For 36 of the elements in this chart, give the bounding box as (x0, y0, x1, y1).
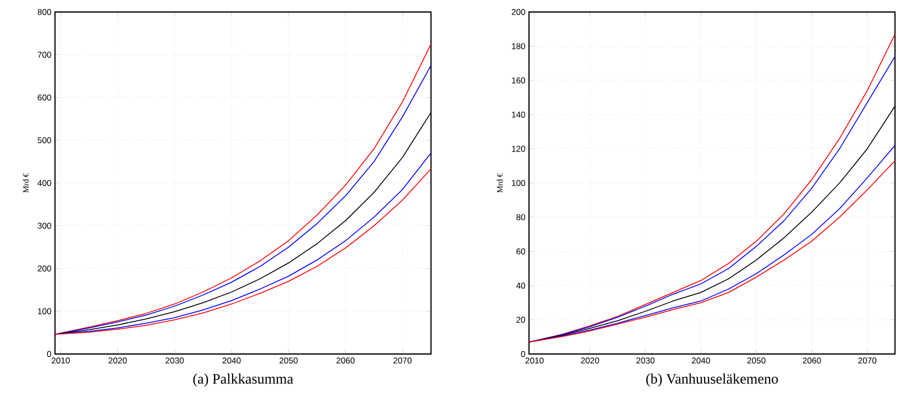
y-tick-label: 80 (516, 214, 526, 220)
y-tick-label: 0 (47, 351, 52, 357)
y-tick-label: 180 (512, 43, 526, 50)
x-tick-label: 2010 (52, 358, 70, 364)
x-tick-label: 2010 (526, 358, 544, 364)
y-tick-label: 100 (38, 308, 52, 314)
y-tick-label: 800 (38, 9, 52, 15)
y-tick-label: 160 (512, 77, 526, 84)
y-tick-label: 100 (512, 180, 526, 186)
y-tick-label: 500 (38, 137, 52, 144)
x-tick-label: 2030 (636, 358, 655, 364)
y-tick-label: 0 (521, 351, 526, 357)
text: (b) Vanhuuseläkemeno (646, 374, 778, 387)
y-tick-label: 300 (38, 222, 52, 229)
y-tick-label: 600 (38, 94, 52, 100)
x-tick-label: 2050 (280, 358, 298, 364)
y-tick-label: 20 (516, 316, 526, 323)
y-tick-label: 140 (512, 112, 526, 118)
x-tick-label: 2070 (858, 358, 876, 364)
x-tick-label: 2030 (166, 358, 184, 364)
x-tick-label: 2020 (108, 358, 127, 364)
x-tick-label: 2050 (747, 358, 766, 364)
y-tick-label: 700 (38, 52, 52, 58)
y-tick-label: 40 (516, 282, 526, 289)
y-tick-label: 60 (516, 248, 526, 254)
x-tick-label: 2070 (394, 358, 412, 364)
x-tick-label: 2060 (802, 358, 821, 364)
y-tick-label: 200 (512, 9, 526, 15)
x-tick-label: 2040 (222, 358, 241, 364)
x-tick-label: 2040 (692, 358, 710, 364)
x-tick-label: 2060 (336, 358, 355, 364)
y-tick-label: 120 (512, 146, 526, 152)
text: (a) Palkkasumma (193, 374, 294, 387)
y-tick-label: 400 (38, 180, 52, 186)
x-tick-label: 2020 (581, 358, 600, 364)
y-tick-label: 200 (38, 266, 52, 272)
